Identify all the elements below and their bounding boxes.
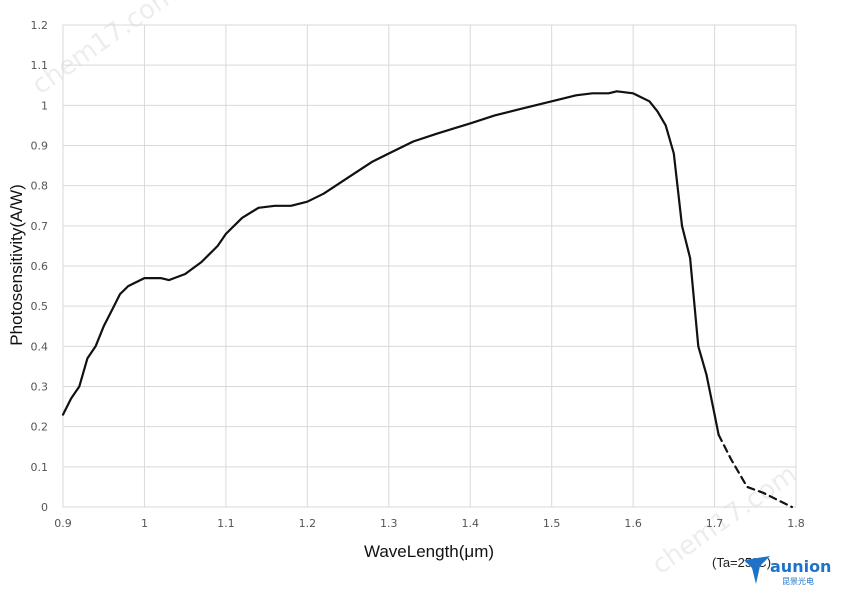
logo-text: aunion: [770, 557, 831, 576]
y-tick-label: 0: [41, 501, 48, 514]
x-tick-label: 0.9: [54, 517, 72, 530]
x-tick-label: 1.7: [706, 517, 724, 530]
y-tick-label: 1.1: [31, 59, 49, 72]
y-tick-label: 0.8: [31, 180, 49, 193]
x-tick-labels: 0.9 1 1.1 1.2 1.3 1.4 1.5 1.6 1.7 1.8: [54, 517, 805, 530]
brand-logo: aunion 昆景光电: [744, 556, 831, 586]
x-tick-label: 1.5: [543, 517, 561, 530]
y-tick-label: 0.1: [31, 461, 49, 474]
y-tick-label: 0.7: [31, 220, 49, 233]
logo-mark-icon: [744, 556, 770, 584]
x-tick-label: 1: [141, 517, 148, 530]
y-axis-title: Photosensitivity(A/W): [7, 184, 26, 346]
series-layer: [61, 90, 794, 509]
series-line-dashed: [717, 433, 794, 509]
series-line: [61, 90, 720, 436]
x-tick-label: 1.6: [624, 517, 642, 530]
y-tick-labels: 0 0.1 0.2 0.3 0.4 0.5 0.6 0.7 0.8 0.9 1 1.1 1.2: [31, 19, 49, 514]
y-tick-label: 0.5: [31, 300, 49, 313]
watermark-text: chem17.com: [27, 0, 183, 101]
y-tick-label: 0.9: [31, 140, 49, 153]
grid-lines: [62, 24, 797, 508]
y-tick-label: 0.3: [31, 381, 49, 394]
x-tick-label: 1.3: [380, 517, 398, 530]
x-axis-title: WaveLength(μm): [364, 542, 494, 561]
logo-subtext: 昆景光电: [782, 576, 814, 586]
y-tick-label: 1.2: [31, 19, 49, 32]
y-tick-label: 0.4: [31, 340, 49, 353]
y-tick-label: 1: [41, 99, 48, 112]
y-tick-label: 0.6: [31, 260, 49, 273]
x-tick-label: 1.8: [787, 517, 805, 530]
x-tick-label: 1.2: [299, 517, 317, 530]
x-tick-label: 1.4: [461, 517, 479, 530]
y-tick-label: 0.2: [31, 421, 49, 434]
x-tick-label: 1.1: [217, 517, 235, 530]
